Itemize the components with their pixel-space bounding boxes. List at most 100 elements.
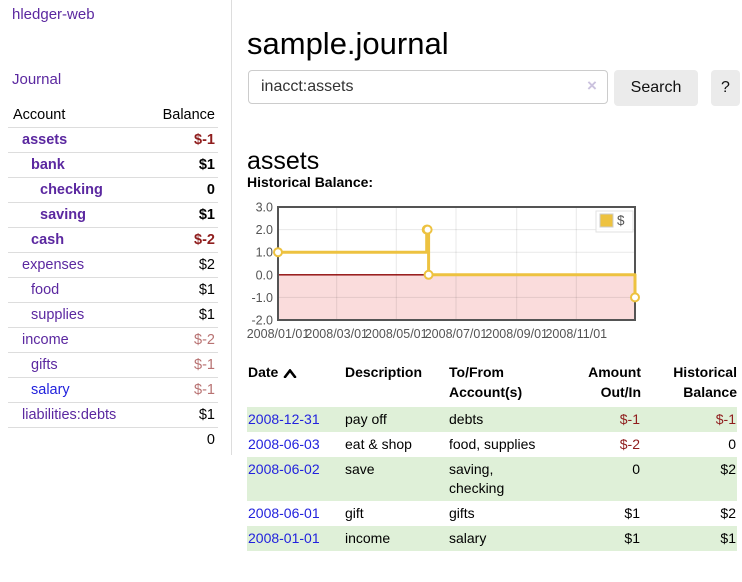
transaction-accounts: saving, checking — [449, 457, 549, 501]
balance-column-header: Balance — [162, 107, 215, 123]
account-link[interactable]: cash — [31, 232, 65, 248]
transaction-row: 2008-06-01 gift gifts $1 $2 — [247, 501, 737, 526]
data-point[interactable] — [422, 224, 433, 235]
legend-swatch — [599, 213, 614, 228]
account-balance: $-2 — [146, 227, 218, 253]
historical-balance-chart[interactable]: 3.0 2.0 1.0 0.0 -1.0 -2.02008/01/012008/03/01… — [240, 200, 642, 348]
transaction-amount: $1 — [624, 505, 640, 521]
account-balance: $2 — [146, 252, 218, 278]
x-tick-label: 2008/01/01 — [247, 327, 310, 341]
transaction-balance: 0 — [728, 436, 736, 452]
legend-label: $ — [617, 213, 625, 228]
data-point[interactable] — [630, 292, 640, 303]
transaction-accounts: debts — [449, 407, 549, 432]
search-input[interactable] — [248, 70, 608, 104]
transaction-description: eat & shop — [345, 436, 412, 452]
account-link[interactable]: saving — [40, 207, 86, 223]
transaction-date-cell: 2008-06-01 — [247, 501, 345, 526]
transaction-description: pay off — [345, 407, 449, 432]
transaction-date-link[interactable]: 2008-06-03 — [248, 436, 320, 452]
x-tick-label: 2008/07/01 — [425, 327, 488, 341]
transaction-row: 2008-12-31 pay off debts $-1 $-1 — [247, 407, 737, 432]
account-balance: $-1 — [146, 352, 218, 378]
sidebar-item-journal[interactable]: Journal — [12, 71, 62, 88]
account-link[interactable]: income — [22, 332, 69, 348]
date-column-header[interactable]: Date — [247, 362, 345, 407]
y-tick-label: -2.0 — [251, 314, 273, 328]
account-row: checking 0 — [8, 177, 218, 203]
account-link[interactable]: gifts — [31, 357, 58, 373]
account-link[interactable]: checking — [40, 182, 103, 198]
data-point[interactable] — [423, 269, 434, 280]
description-column-header: Description — [345, 364, 423, 380]
account-row: expenses $2 — [8, 252, 218, 278]
plot-border — [277, 206, 636, 321]
account-balance: $1 — [146, 152, 218, 178]
negative-region — [278, 274, 635, 320]
account-row: income $-2 — [8, 327, 218, 353]
x-tick-label: 2008/05/01 — [365, 327, 428, 341]
transaction-amount: $-1 — [549, 407, 641, 432]
chevron-up-icon — [283, 363, 297, 383]
accounts-table: Account Balance assets $-1 bank $1 checking 0… — [8, 103, 218, 452]
account-row: saving $1 — [8, 202, 218, 228]
register-body: 2008-12-31 pay off debts $-1 $-1 2008-06-03 ea… — [247, 407, 737, 551]
transaction-accounts: food, supplies — [449, 436, 536, 452]
account-link[interactable]: liabilities:debts — [22, 407, 117, 423]
account-row: supplies $1 — [8, 302, 218, 328]
account-row: food $1 — [8, 277, 218, 303]
account-balance: $-2 — [146, 327, 218, 353]
y-tick-label: 1.0 — [256, 246, 273, 260]
account-row: salary $-1 — [8, 377, 218, 403]
transaction-balance: $2 — [720, 505, 736, 521]
account-link[interactable]: food — [31, 282, 60, 298]
register-table: Date Description To/From Account(s) Amou… — [247, 362, 737, 551]
account-row: gifts $-1 — [8, 352, 218, 378]
sidebar: hledger-web Journal Account Balance asse… — [0, 0, 232, 455]
account-link[interactable]: assets — [22, 132, 68, 148]
transaction-balance: $1 — [641, 526, 737, 551]
y-tick-label: 2.0 — [256, 223, 273, 237]
account-link[interactable]: expenses — [22, 257, 85, 273]
account-column-header: Account — [13, 107, 66, 123]
clear-search-icon[interactable]: × — [587, 76, 597, 95]
account-heading: assets — [247, 146, 320, 175]
account-link[interactable]: salary — [31, 382, 70, 398]
transaction-description: gift — [345, 505, 364, 521]
account-balance: $-1 — [146, 377, 218, 403]
transaction-description: income — [345, 526, 449, 551]
amount-column-header: Amount Out/In — [588, 364, 641, 400]
y-tick-label: -1.0 — [251, 291, 273, 305]
transaction-row: 2008-06-02 save saving, checking 0 $2 — [247, 457, 737, 501]
accounts-column-header: To/From Account(s) — [449, 364, 523, 400]
transaction-date-link[interactable]: 2008-12-31 — [248, 411, 320, 427]
x-tick-label: 2008/03/01 — [305, 327, 368, 341]
transaction-accounts: salary — [449, 526, 549, 551]
x-tick-label: 2008/09/01 — [485, 327, 548, 341]
account-link[interactable]: supplies — [31, 307, 85, 323]
transaction-amount: $-2 — [619, 436, 640, 452]
account-balance: $-1 — [146, 127, 218, 153]
account-row: liabilities:debts $1 — [8, 402, 218, 428]
search-button[interactable]: Search — [614, 70, 698, 106]
transaction-date-cell: 2008-06-03 — [247, 432, 345, 457]
account-balance: $1 — [146, 277, 218, 303]
account-balance: $1 — [146, 402, 218, 428]
data-point[interactable] — [273, 247, 283, 258]
transaction-row: 2008-01-01 income salary $1 $1 — [247, 526, 737, 551]
transaction-amount: $1 — [549, 526, 641, 551]
transaction-date-link[interactable]: 2008-01-01 — [248, 530, 320, 546]
register-header-row: Date Description To/From Account(s) Amou… — [247, 362, 737, 407]
help-button[interactable]: ? — [711, 70, 740, 106]
transaction-date-cell: 2008-06-02 — [247, 457, 345, 501]
account-row: cash $-2 — [8, 227, 218, 253]
account-link[interactable]: bank — [31, 157, 65, 173]
accounts-body: assets $-1 bank $1 checking 0 saving $1 cash $-2 e… — [8, 127, 218, 428]
transaction-balance: $2 — [641, 457, 737, 501]
app-title-link[interactable]: hledger-web — [12, 6, 95, 23]
transaction-date-link[interactable]: 2008-06-02 — [248, 461, 320, 477]
transaction-date-cell: 2008-01-01 — [247, 526, 345, 551]
page-title: sample.journal — [247, 25, 449, 61]
transaction-date-link[interactable]: 2008-06-01 — [248, 505, 320, 521]
transaction-balance: $-1 — [641, 407, 737, 432]
